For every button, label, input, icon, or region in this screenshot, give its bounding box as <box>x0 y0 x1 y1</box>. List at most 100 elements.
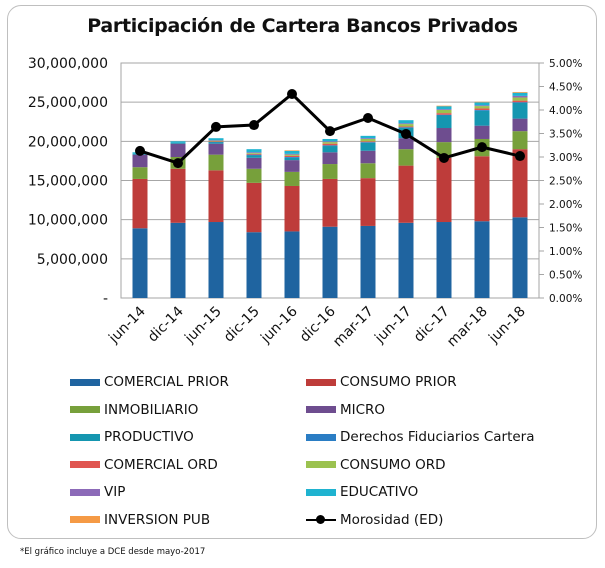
bar-segment-vip <box>284 153 300 155</box>
legend-swatch <box>70 516 100 523</box>
legend-label: INVERSION PUB <box>104 511 211 528</box>
legend-label: CONSUMO PRIOR <box>340 374 457 390</box>
bar-segment-educativo <box>322 138 338 142</box>
bar-segment-educativo <box>436 106 452 110</box>
bar-segment-productivo <box>208 142 224 144</box>
bar-segment-comercial-ord <box>436 113 452 115</box>
right-axis-tick-label: 4.00% <box>549 105 582 117</box>
x-axis-tick-label: jun-17 <box>371 304 414 347</box>
morosidad-point <box>173 158 183 169</box>
x-axis-tick-label: dic-14 <box>145 303 187 345</box>
bar-segment-consumo-ord <box>398 124 414 127</box>
right-axis-tick-label: 1.50% <box>549 223 582 235</box>
legend-item: INMOBILIARIO <box>70 401 198 419</box>
legend-item: VIP <box>70 483 125 501</box>
bar-segment-vip <box>436 109 452 110</box>
legend-swatch <box>306 433 336 441</box>
bar-segment-consumo-prior <box>246 182 262 233</box>
legend-swatch <box>70 378 100 386</box>
morosidad-point <box>401 128 411 139</box>
legend-item: Derechos Fiduciarios Cartera <box>306 428 534 446</box>
bar-segment-derechos-fiduciarios-cartera <box>322 145 338 147</box>
bar-segment-micro <box>132 154 148 168</box>
legend-swatch <box>70 488 100 496</box>
bar-segment-productivo <box>360 142 376 151</box>
bar-segment-comercial-prior <box>284 231 300 298</box>
bar-segment-consumo-ord <box>360 138 376 142</box>
bar-segment-comercial-ord <box>360 141 376 143</box>
morosidad-point <box>249 120 259 131</box>
x-axis-tick-label: jun-18 <box>485 304 528 347</box>
bar-segment-consumo-ord <box>246 153 262 154</box>
morosidad-point <box>325 126 335 137</box>
chart-frame <box>7 5 597 539</box>
right-axis-ticks: 0.00% 0.50% 1.00% 1.50% 2.00% 2.50% 3.00% 3.50%… <box>539 58 582 305</box>
bar-segment-consumo-prior <box>512 149 528 218</box>
bar-segment-consumo-ord <box>208 140 224 142</box>
bar-segment-comercial-prior <box>208 222 224 298</box>
bar-segment-comercial-prior <box>436 222 452 298</box>
bar-segment-educativo <box>360 135 376 139</box>
bar-segment-vip <box>360 138 376 139</box>
x-axis-tick-label: dic-15 <box>221 304 263 346</box>
bar-segment-productivo <box>246 155 262 158</box>
left-axis-tick-label: 20,000,000 <box>28 134 108 150</box>
bar-segment-derechos-fiduciarios-cartera <box>512 102 528 103</box>
legend-item: MICRO <box>306 401 385 419</box>
legend-label: PRODUCTIVO <box>104 429 194 445</box>
legend-swatch <box>306 378 336 386</box>
legend-item: EDUCATIVO <box>306 483 418 501</box>
bar-segment-productivo <box>474 110 490 126</box>
bar-segment-micro <box>360 150 376 164</box>
bar-segment-consumo-prior <box>132 178 148 229</box>
bar-segment-consumo-ord <box>436 110 452 114</box>
left-axis-tick-label: 10,000,000 <box>28 213 108 229</box>
bar-segment-derechos-fiduciarios-cartera <box>284 157 300 158</box>
legend-item: COMERCIAL PRIOR <box>70 373 229 391</box>
left-axis-tick-label: 25,000,000 <box>28 95 108 111</box>
legend-label: COMERCIAL PRIOR <box>104 374 229 390</box>
morosidad-point <box>439 152 449 163</box>
bar-segment-educativo <box>512 92 528 96</box>
x-axis-tick-label: jun-16 <box>257 303 301 347</box>
legend-swatch <box>70 461 100 468</box>
bar-segment-vip <box>398 123 414 125</box>
legend-label: INMOBILIARIO <box>104 401 199 418</box>
bar-segment-consumo-prior <box>170 168 186 223</box>
right-axis-tick-label: 5.00% <box>549 58 582 70</box>
bar-segment-consumo-prior <box>436 157 452 223</box>
right-axis-tick-label: 1.00% <box>549 246 582 258</box>
bar-segment-consumo-ord <box>474 106 490 109</box>
morosidad-point <box>363 112 373 123</box>
legend-label: CONSUMO ORD <box>340 456 446 473</box>
bar-segment-micro <box>170 143 186 157</box>
bar-segment-inmobiliario <box>246 168 262 183</box>
left-axis-tick-label: 15,000,000 <box>28 174 108 190</box>
legend-label: COMERCIAL ORD <box>104 456 218 473</box>
legend-item: COMERCIAL ORD <box>70 456 218 474</box>
bar-segment-inmobiliario <box>360 163 376 179</box>
bar-segment-consumo-ord <box>322 142 338 144</box>
morosidad-point <box>211 121 221 132</box>
bar-segment-comercial-prior <box>132 228 148 298</box>
right-axis-tick-label: 0.50% <box>549 270 582 282</box>
bar-segment-micro <box>322 152 338 165</box>
bar-segment-educativo <box>170 141 186 143</box>
bar-segment-educativo <box>284 150 300 154</box>
x-axis-tick-label: jun-15 <box>181 304 224 347</box>
bar-segment-comercial-ord <box>398 126 414 128</box>
bar-segment-comercial-ord <box>512 100 528 103</box>
bar-segment-inversion-pub <box>284 150 300 151</box>
bar-segment-comercial-ord <box>322 143 338 146</box>
bar-segment-consumo-prior <box>322 178 338 227</box>
bar-segment-vip <box>246 152 262 154</box>
bar-segment-vip <box>474 105 490 107</box>
bar-segment-consumo-prior <box>208 170 224 223</box>
legend-item: Morosidad (ED) <box>306 511 443 529</box>
bar-segment-consumo-prior <box>474 156 490 222</box>
legend-item: PRODUCTIVO <box>70 428 194 446</box>
bar-segment-comercial-prior <box>170 222 186 298</box>
bar-segment-educativo <box>208 138 224 141</box>
right-axis-tick-label: 2.00% <box>549 199 582 211</box>
morosidad-point <box>477 142 487 153</box>
